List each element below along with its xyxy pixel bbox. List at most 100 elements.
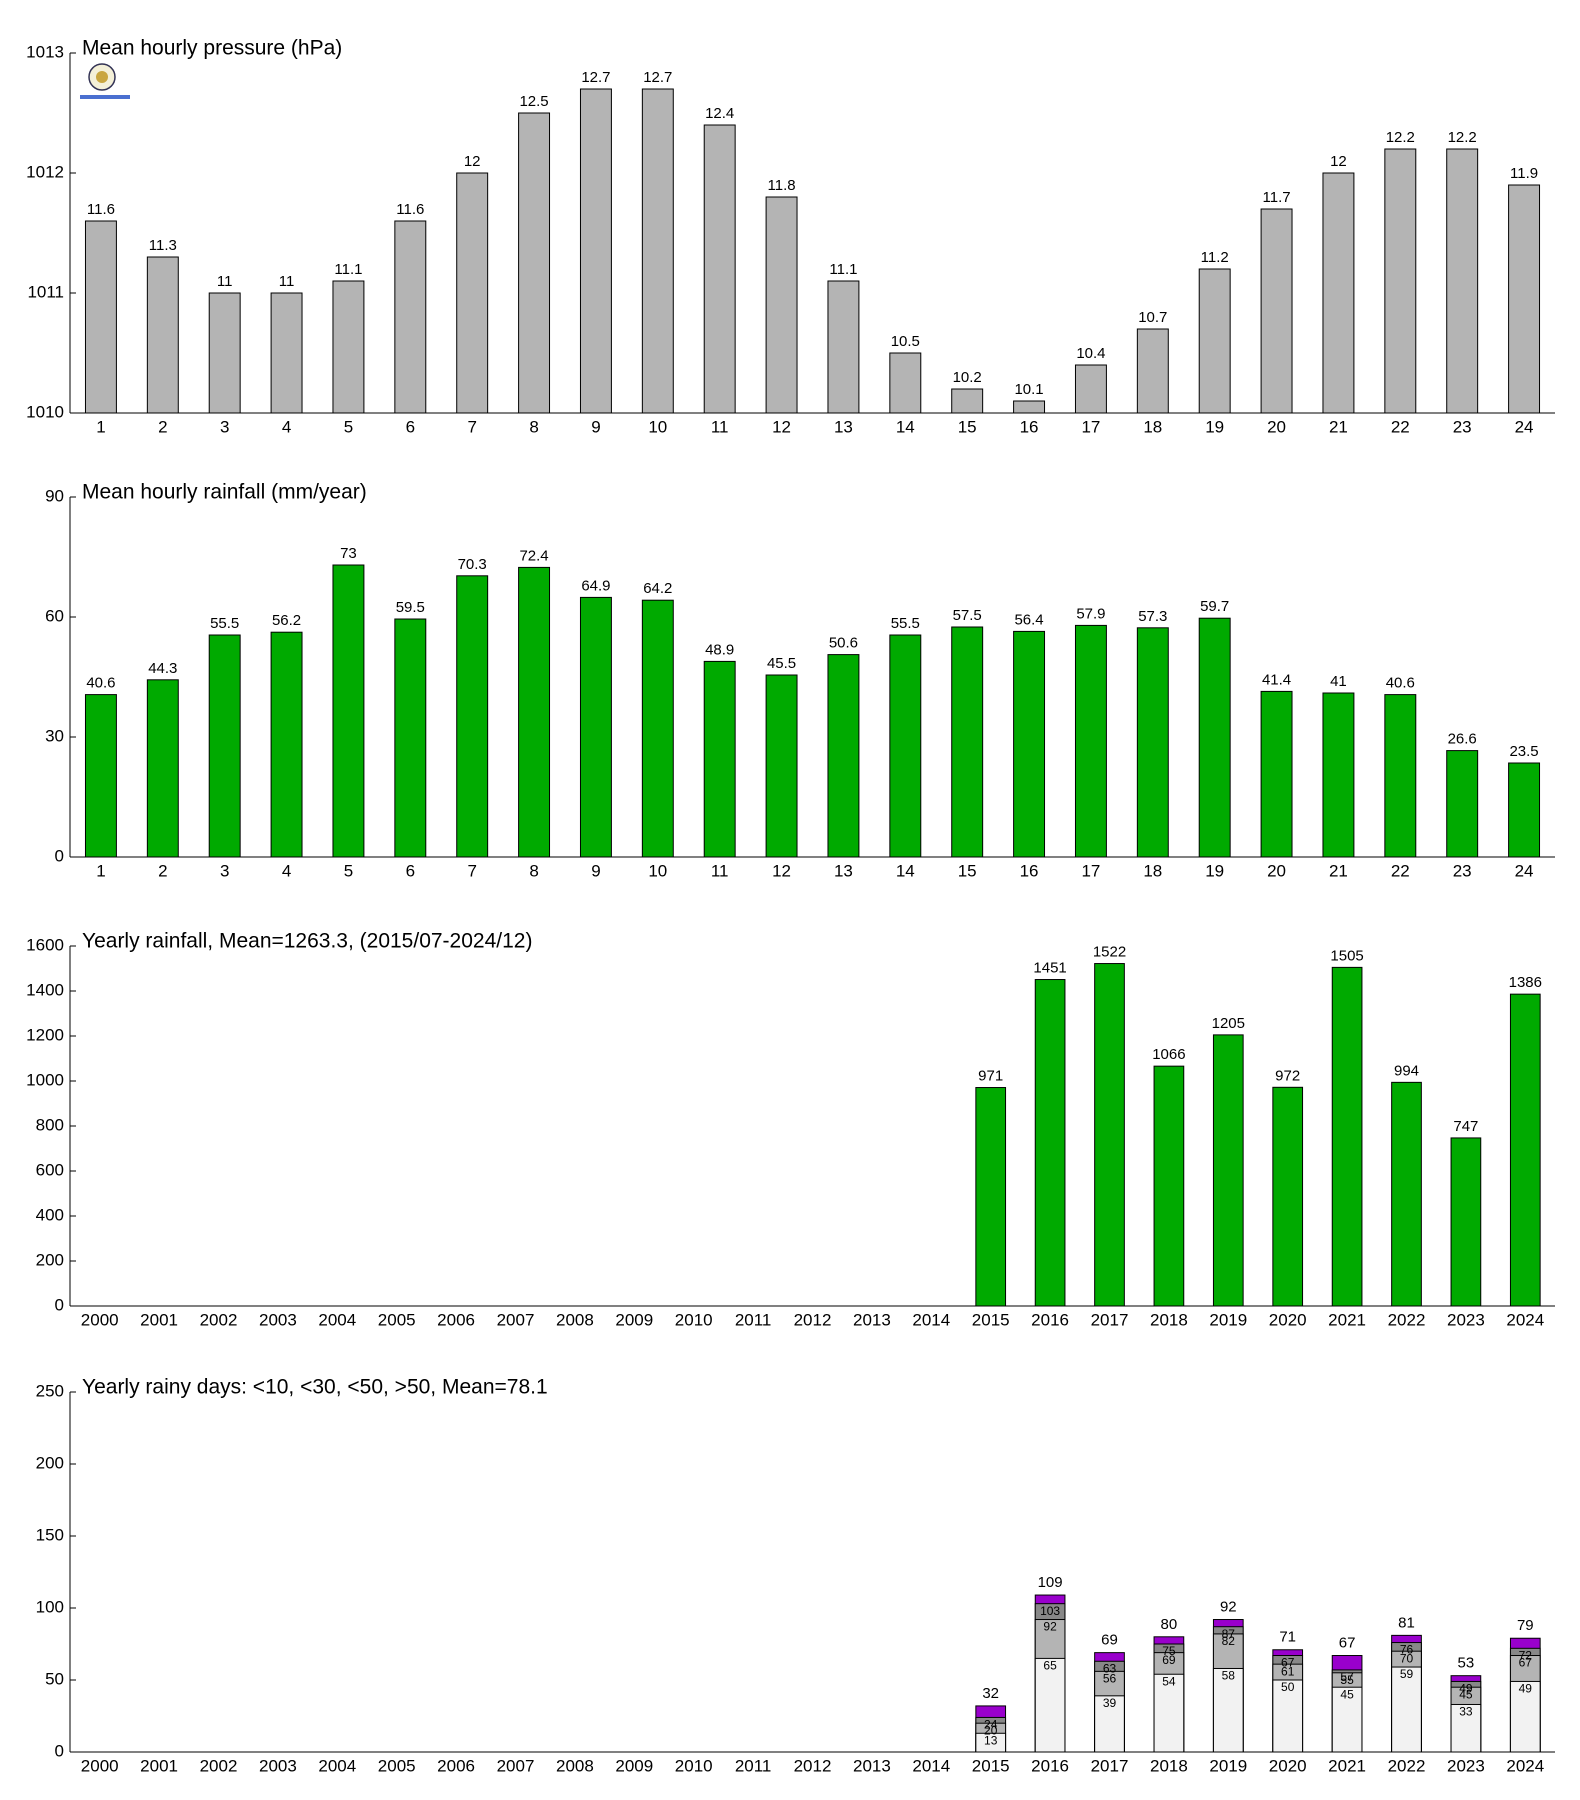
bar xyxy=(84,694,117,858)
x-tick-label: 2006 xyxy=(437,1310,475,1329)
x-tick-label: 2005 xyxy=(378,1310,416,1329)
y-tick-label: 1012 xyxy=(26,162,64,181)
segment-label: 61 xyxy=(1281,1664,1295,1678)
bar xyxy=(1013,400,1046,414)
bar xyxy=(1034,979,1066,1307)
bar xyxy=(1260,690,1293,858)
value-label: 59.5 xyxy=(396,599,425,616)
x-tick-label: 16 xyxy=(1020,861,1039,880)
x-tick-label: 15 xyxy=(958,417,977,436)
bar xyxy=(1509,993,1541,1307)
y-tick-label: 400 xyxy=(36,1205,64,1224)
x-tick-label: 2016 xyxy=(1031,1756,1069,1775)
x-tick-label: 2004 xyxy=(318,1310,356,1329)
x-tick-label: 23 xyxy=(1453,417,1472,436)
bar xyxy=(1446,750,1479,858)
x-tick-label: 15 xyxy=(958,861,977,880)
segment-label: 39 xyxy=(1103,1696,1117,1710)
value-label: 64.9 xyxy=(581,577,610,594)
x-tick-label: 23 xyxy=(1453,861,1472,880)
value-label: 11.3 xyxy=(149,237,177,254)
value-label: 50.6 xyxy=(829,635,858,652)
x-tick-label: 11 xyxy=(711,417,729,436)
bar xyxy=(1391,1081,1422,1307)
bar xyxy=(1198,617,1231,858)
y-tick-label: 200 xyxy=(36,1453,64,1472)
x-tick-label: 18 xyxy=(1143,417,1162,436)
value-label: 12.7 xyxy=(581,69,610,86)
value-label: 1522 xyxy=(1093,944,1126,961)
value-label: 72.4 xyxy=(519,547,548,564)
segment-label: 45 xyxy=(1459,1687,1473,1701)
x-tick-label: 2014 xyxy=(912,1756,950,1775)
x-tick-label: 2020 xyxy=(1269,1310,1307,1329)
segment-label: 67 xyxy=(1519,1656,1533,1670)
bar xyxy=(1260,208,1293,414)
x-tick-label: 2009 xyxy=(615,1756,653,1775)
x-tick-label: 2012 xyxy=(794,1756,832,1775)
x-tick-label: 21 xyxy=(1329,417,1348,436)
x-tick-label: 2002 xyxy=(200,1756,238,1775)
bar xyxy=(1136,328,1169,414)
value-label: 44.3 xyxy=(148,660,177,677)
y-tick-label: 200 xyxy=(36,1250,64,1269)
value-label: 41.4 xyxy=(1262,671,1291,688)
bar xyxy=(703,124,736,414)
value-label: 57.9 xyxy=(1076,605,1105,622)
bar xyxy=(641,88,674,414)
x-tick-label: 24 xyxy=(1515,861,1534,880)
value-label: 26.6 xyxy=(1448,731,1477,748)
y-tick-label: 1011 xyxy=(27,282,64,301)
value-label: 70.3 xyxy=(458,556,487,573)
bar xyxy=(1198,268,1231,414)
x-tick-label: 2007 xyxy=(497,1310,535,1329)
chart-title: Yearly rainy days: <10, <30, <50, >50, M… xyxy=(82,1376,548,1399)
x-tick-label: 10 xyxy=(648,861,667,880)
value-label: 40.6 xyxy=(1386,675,1415,692)
bar xyxy=(951,626,984,858)
y-tick-label: 100 xyxy=(36,1597,64,1616)
bar xyxy=(703,660,736,858)
segment-label: 72 xyxy=(1519,1648,1533,1662)
x-tick-label: 2 xyxy=(158,417,167,436)
value-label: 10.2 xyxy=(953,369,982,386)
bar xyxy=(456,172,489,414)
bar xyxy=(1212,1034,1244,1307)
bar xyxy=(1094,1695,1125,1753)
segment-label: 87 xyxy=(1222,1627,1236,1641)
value-label: 12.5 xyxy=(519,93,548,110)
value-label: 79 xyxy=(1517,1617,1534,1634)
x-tick-label: 5 xyxy=(344,417,353,436)
segment-label: 49 xyxy=(1459,1682,1473,1696)
bar xyxy=(270,631,303,858)
x-tick-label: 8 xyxy=(529,417,538,436)
bar xyxy=(518,112,551,414)
x-tick-label: 11 xyxy=(711,861,729,880)
x-tick-label: 20 xyxy=(1267,417,1286,436)
x-tick-label: 2015 xyxy=(972,1310,1010,1329)
x-tick-label: 1 xyxy=(96,417,105,436)
segment-label: 75 xyxy=(1162,1644,1176,1658)
y-tick-label: 150 xyxy=(36,1525,64,1544)
value-label: 11.1 xyxy=(829,261,857,278)
bar xyxy=(84,220,117,414)
x-tick-label: 7 xyxy=(467,861,476,880)
segment-label: 56 xyxy=(1103,1672,1117,1686)
value-label: 48.9 xyxy=(705,641,734,658)
chart-title: Yearly rainfall, Mean=1263.3, (2015/07-2… xyxy=(82,930,532,953)
x-tick-label: 2015 xyxy=(972,1756,1010,1775)
segment-label: 24 xyxy=(984,1718,998,1732)
y-tick-label: 30 xyxy=(45,726,64,745)
bar xyxy=(765,196,798,414)
y-tick-label: 0 xyxy=(55,846,64,865)
x-tick-label: 2 xyxy=(158,861,167,880)
x-tick-label: 2001 xyxy=(140,1756,178,1775)
bar xyxy=(765,674,798,858)
x-tick-label: 2002 xyxy=(200,1310,238,1329)
bar xyxy=(827,280,860,414)
x-tick-label: 4 xyxy=(282,861,291,880)
bar xyxy=(1153,1065,1185,1307)
x-tick-label: 19 xyxy=(1205,861,1224,880)
x-tick-label: 9 xyxy=(591,861,600,880)
